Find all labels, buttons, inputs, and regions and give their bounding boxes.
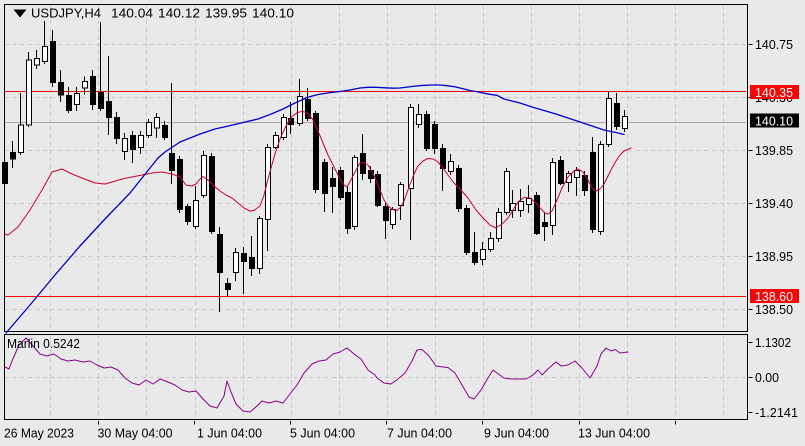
svg-text:139.85: 139.85	[755, 143, 793, 158]
svg-text:138.50: 138.50	[755, 302, 793, 317]
svg-text:Marlin 0.5242: Marlin 0.5242	[7, 337, 80, 351]
svg-text:138.95: 138.95	[755, 249, 793, 264]
svg-text:140.35: 140.35	[755, 85, 793, 100]
svg-text:-1.2141: -1.2141	[755, 405, 798, 420]
svg-text:139.95: 139.95	[205, 6, 247, 21]
svg-text:140.10: 140.10	[252, 6, 294, 21]
svg-text:140.04: 140.04	[111, 6, 153, 21]
svg-text:140.10: 140.10	[755, 114, 793, 129]
svg-text:13 Jun 04:00: 13 Jun 04:00	[578, 426, 650, 441]
svg-text:138.60: 138.60	[755, 289, 793, 304]
svg-text:9 Jun 04:00: 9 Jun 04:00	[484, 426, 549, 441]
svg-text:30 May 04:00: 30 May 04:00	[98, 426, 173, 441]
svg-text:0.00: 0.00	[755, 370, 779, 385]
svg-text:139.40: 139.40	[755, 196, 793, 211]
svg-text:5 Jun 04:00: 5 Jun 04:00	[290, 426, 355, 441]
svg-text:7 Jun 04:00: 7 Jun 04:00	[387, 426, 452, 441]
svg-text:26 May 2023: 26 May 2023	[4, 426, 74, 441]
svg-text:USDJPY,H4: USDJPY,H4	[31, 6, 101, 21]
svg-text:140.75: 140.75	[755, 37, 793, 52]
svg-text:140.12: 140.12	[158, 6, 200, 21]
svg-text:1 Jun 04:00: 1 Jun 04:00	[197, 426, 262, 441]
svg-text:1.1302: 1.1302	[755, 335, 791, 350]
